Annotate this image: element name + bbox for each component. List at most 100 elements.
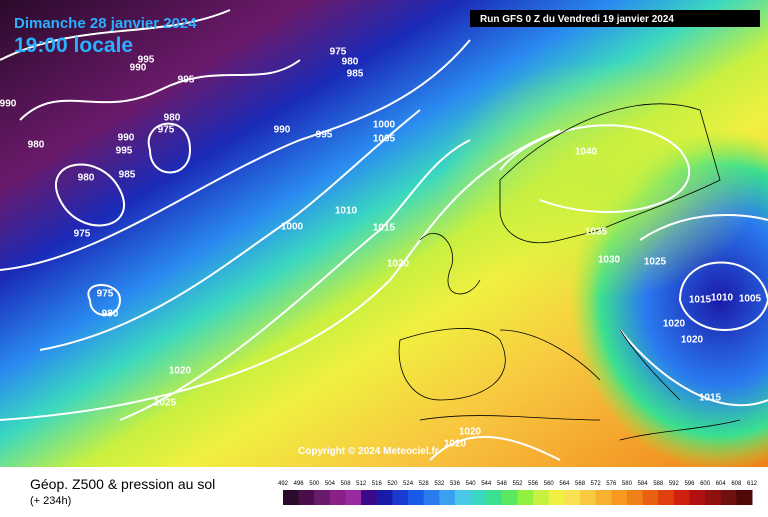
isobar-label: 1005 [373,134,396,145]
isobar-label: 975 [330,47,347,58]
colorbar-label: 580 [622,481,633,487]
color-swatch [501,490,518,505]
color-swatch [361,490,378,505]
colorbar-label: 496 [294,481,305,487]
isobar-label: 1010 [711,293,734,304]
isobar-label: 1015 [699,393,722,404]
isobar-label: 975 [74,229,91,240]
color-swatch [548,490,565,505]
colorbar-label: 556 [528,481,539,487]
color-swatch [439,490,456,505]
colorbar-label: 612 [747,481,758,487]
color-swatch [454,490,472,505]
color-swatch [486,490,503,505]
color-swatch [329,490,347,505]
color-swatch [470,490,487,505]
isobar-label: 995 [138,55,155,66]
isobar-label: 1025 [154,398,177,409]
color-swatch [314,490,331,505]
colorbar-label: 600 [700,481,711,487]
color-swatch [642,490,659,505]
colorbar-label: 608 [731,481,742,487]
colorbar-label: 564 [559,481,570,487]
color-swatch [611,490,628,505]
isobar-label: 1010 [335,206,358,217]
color-swatch [376,490,393,505]
coastlines [398,103,741,441]
isobar-label: 980 [164,113,181,124]
run-box [470,10,760,27]
color-swatch [580,490,597,505]
color-swatch [658,490,675,505]
colorbar-label: 520 [387,481,398,487]
color-swatch [673,490,690,505]
isobar-label: 1000 [373,120,396,131]
colorbar-label: 552 [512,481,523,487]
colorbar-label: 540 [466,481,477,487]
isobar-label: 1020 [459,427,482,438]
isobar-label: 990 [118,133,135,144]
colorbar-label: 604 [716,481,727,487]
color-swatch [345,490,362,505]
isobar-label: 1025 [644,257,667,268]
isobar-label: 1020 [681,335,704,346]
isobar-label: 995 [316,130,333,141]
color-swatch [517,490,534,505]
isobar-label: 995 [178,75,195,86]
isobar-label: 990 [274,125,291,136]
colorbar-label: 524 [403,481,414,487]
isobar-label: 1015 [373,223,396,234]
footer-title: Géop. Z500 & pression au sol [30,476,215,492]
isobar-label: 1015 [689,295,712,306]
color-swatch [408,490,425,505]
colorbar-label: 548 [497,481,508,487]
isobar-label: 985 [119,170,136,181]
color-swatch [626,490,644,505]
valid-time: 19:00 locale [14,34,133,57]
color-swatch [392,490,409,505]
colorbar-label: 512 [356,481,367,487]
colorbar-label: 492 [278,481,289,487]
run-info: Run GFS 0 Z du Vendredi 19 janvier 2024 [480,14,674,25]
color-swatch [423,490,440,505]
color-swatch [533,490,550,505]
isobar-label: 975 [97,289,114,300]
colorbar-label: 584 [638,481,649,487]
valid-date: Dimanche 28 janvier 2024 [14,15,197,32]
color-swatch [689,490,706,505]
color-swatch [736,490,753,505]
color-swatch [595,490,612,505]
color-swatch [298,490,315,505]
colorbar-label: 568 [575,481,586,487]
colorbar-label: 500 [309,481,320,487]
colorbar-label: 528 [419,481,430,487]
isobar-label: 1020 [663,319,686,330]
isobar-label: 980 [102,309,119,320]
colorbar-label: 532 [434,481,445,487]
isobar-label: 985 [347,69,364,80]
isobar-label: 1000 [281,222,304,233]
footer-lead: (+ 234h) [30,495,71,507]
colorbar: 492 496 500 504 508 512 516 520 524 528 532 536 540 5… [278,481,758,505]
copyright: Copyright © 2024 Meteociel.fr [298,446,439,457]
isobar-label: 1035 [585,227,608,238]
isobar-label: 1020 [387,259,410,270]
colorbar-label: 596 [684,481,695,487]
colorbar-label: 572 [591,481,602,487]
colorbar-label: 508 [341,481,352,487]
isobar-label: 990 [0,99,17,110]
colorbar-label: 536 [450,481,461,487]
isobar-label: 1020 [169,366,192,377]
color-swatch [564,490,581,505]
colorbar-label: 516 [372,481,383,487]
colorbar-label: 504 [325,481,336,487]
colorbar-label: 588 [653,481,664,487]
colorbar-label: 560 [544,481,555,487]
color-swatch [720,490,737,505]
isobar-label: 995 [116,146,133,157]
colorbar-label: 592 [669,481,680,487]
ridge [440,60,760,300]
isobar-labels: 975 980 985 995 990 995 990 980 975 990 995 985 980 9… [0,47,762,450]
isobar-label: 980 [78,173,95,184]
